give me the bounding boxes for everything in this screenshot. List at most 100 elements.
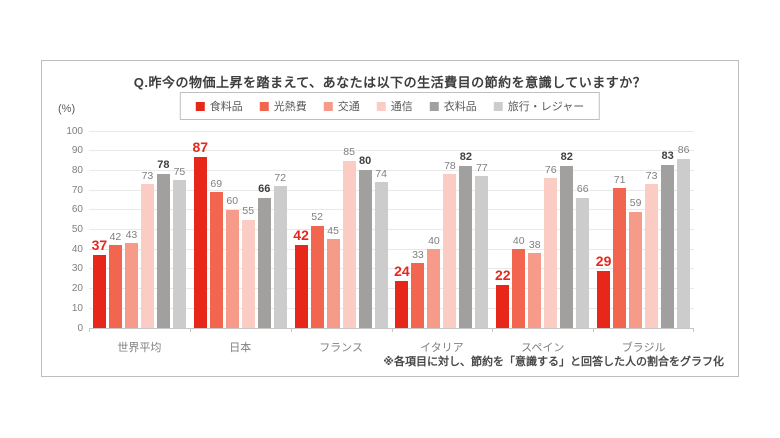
x-axis-category-label: 世界平均	[117, 342, 162, 354]
gridline	[89, 209, 694, 211]
bar-value-label: 24	[394, 262, 410, 279]
x-axis-category-label: ブラジル	[621, 342, 666, 354]
legend-label: 衣料品	[443, 101, 477, 113]
y-axis-tick-label: 80	[71, 164, 83, 176]
legend-swatch	[323, 101, 333, 111]
bar	[193, 156, 207, 328]
legend-swatch	[259, 101, 269, 111]
bar-value-label: 86	[677, 144, 690, 157]
bar	[342, 160, 356, 328]
gridline	[89, 130, 694, 132]
chart-title: Q.昨今の物価上昇を踏まえて、あなたは以下の生活費目の節約を意識していますか？	[133, 75, 647, 90]
gridline	[89, 229, 694, 230]
y-axis-tick-label: 10	[71, 302, 83, 314]
x-axis-category-label: 日本	[229, 342, 252, 354]
legend-swatch	[493, 101, 503, 111]
legend-item: 通信	[376, 98, 413, 114]
bar-value-label: 22	[494, 266, 511, 283]
gridline	[89, 248, 694, 250]
legend-item: 食料品	[195, 98, 243, 114]
legend-label: 通信	[390, 101, 413, 113]
bar-value-label: 80	[358, 155, 372, 168]
bar	[576, 197, 590, 328]
bar	[124, 243, 138, 328]
bar-value-label: 87	[192, 138, 209, 155]
bar-value-label: 37	[91, 237, 108, 254]
x-axis-category-label: フランス	[319, 342, 363, 354]
gridline	[89, 288, 694, 290]
bar-value-label: 72	[274, 171, 287, 184]
bar-value-label: 60	[226, 195, 239, 208]
legend-label: 旅行・レジャー	[507, 101, 585, 113]
chart-legend: 食料品 光熱費 交通 通信 衣料品 旅行・レジャー	[179, 92, 601, 120]
bar-value-label: 38	[528, 238, 541, 251]
bar	[512, 249, 526, 328]
bar	[140, 184, 154, 328]
bar-value-label: 66	[258, 182, 271, 195]
bar-value-label: 82	[459, 151, 473, 164]
x-axis-tick	[392, 328, 393, 332]
y-axis-tick-label: 50	[71, 224, 83, 235]
legend-label: 光熱費	[273, 101, 307, 113]
x-axis-tick	[593, 328, 594, 332]
bar-value-label: 73	[645, 169, 658, 182]
bar	[395, 280, 409, 328]
bar-value-label: 85	[343, 146, 355, 159]
x-axis-category-label: イタリア	[420, 342, 464, 354]
x-axis-tick	[89, 328, 90, 332]
bar-value-label: 33	[412, 248, 424, 261]
y-axis-tick-label: 30	[71, 263, 83, 275]
bar	[374, 182, 388, 328]
bar-value-label: 42	[109, 230, 122, 243]
legend-swatch	[429, 101, 439, 111]
bar	[294, 245, 308, 328]
bar	[459, 166, 473, 328]
bar	[209, 192, 223, 328]
bar	[560, 166, 574, 328]
bar	[326, 239, 340, 328]
bar	[613, 188, 627, 328]
bar	[156, 174, 170, 328]
legend-item: 衣料品	[429, 98, 477, 114]
bar	[661, 164, 675, 328]
bar	[443, 174, 457, 328]
plot-area: 0 10 20 30 40 50 60 70 80 90 100 37 42 43 73 78 75 世界平均 87…	[66, 126, 694, 354]
bar	[225, 209, 239, 328]
bar-value-label: 52	[311, 211, 323, 224]
x-axis-tick	[693, 328, 694, 332]
bar	[358, 170, 372, 328]
bar	[496, 284, 510, 328]
legend-item: 交通	[323, 98, 360, 114]
gridline	[89, 169, 694, 171]
bar-value-label: 75	[173, 165, 186, 178]
bar-value-label: 43	[125, 228, 138, 241]
bar-value-label: 73	[141, 169, 154, 182]
bar	[257, 197, 271, 328]
y-axis-tick-label: 90	[71, 145, 83, 157]
gridline	[89, 307, 694, 309]
gridline	[89, 150, 694, 152]
x-axis-tick	[492, 328, 493, 332]
bar-value-label: 74	[375, 167, 387, 180]
legend-label: 交通	[337, 101, 360, 113]
bar-value-label: 69	[210, 177, 223, 190]
bar-value-label: 55	[242, 205, 255, 218]
legend-label: 食料品	[209, 101, 243, 113]
legend-item: 光熱費	[259, 98, 307, 114]
y-axis-tick-label: 20	[71, 283, 83, 295]
x-axis-tick	[190, 328, 191, 332]
x-axis-category-label: スペイン	[521, 342, 565, 354]
bar-value-label: 66	[576, 183, 589, 196]
legend-swatch	[195, 101, 205, 111]
bar	[629, 211, 643, 328]
gridline	[89, 189, 694, 191]
bar	[544, 178, 558, 328]
bar-value-label: 71	[613, 173, 626, 186]
bar-value-label: 45	[327, 224, 339, 237]
bar-value-label: 59	[629, 197, 642, 210]
bar-value-label: 40	[428, 234, 440, 247]
x-axis-tick	[291, 328, 292, 332]
y-axis-tick-label: 40	[71, 243, 83, 255]
bar	[411, 263, 425, 328]
